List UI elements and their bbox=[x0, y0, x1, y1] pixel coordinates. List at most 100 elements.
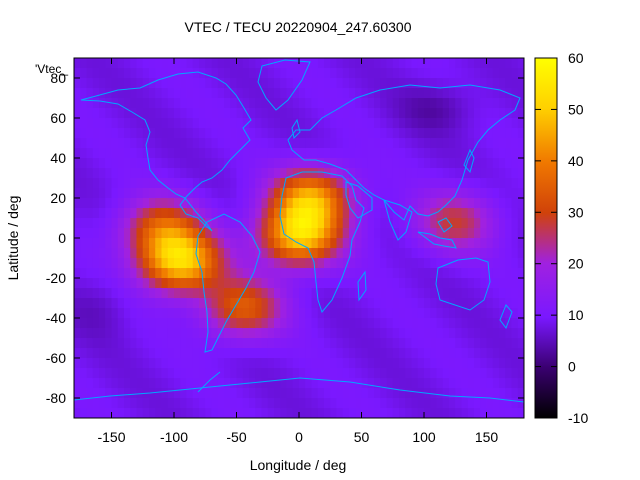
heat-cell bbox=[305, 58, 313, 69]
heat-cell bbox=[324, 58, 331, 69]
heat-cell bbox=[480, 288, 488, 299]
heat-cell bbox=[424, 218, 431, 229]
heat-cell bbox=[330, 278, 338, 289]
heat-cell bbox=[255, 148, 263, 159]
heat-cell bbox=[449, 368, 456, 379]
heat-cell bbox=[149, 258, 156, 269]
heat-cell bbox=[236, 238, 244, 249]
heat-cell bbox=[386, 78, 394, 89]
heat-cell bbox=[236, 308, 244, 319]
heat-cell bbox=[149, 78, 156, 89]
heat-cell bbox=[274, 128, 281, 139]
heat-cell bbox=[480, 248, 488, 259]
heat-cell bbox=[499, 198, 506, 209]
heat-cell bbox=[342, 358, 350, 369]
heat-cell bbox=[324, 198, 331, 209]
heat-cell bbox=[267, 318, 275, 329]
heat-cell bbox=[142, 348, 150, 359]
heat-cell bbox=[349, 118, 356, 129]
heat-cell bbox=[236, 158, 244, 169]
heat-cell bbox=[342, 158, 350, 169]
heat-cell bbox=[286, 278, 294, 289]
heat-cell bbox=[324, 68, 331, 79]
heat-cell bbox=[449, 58, 456, 69]
heat-cell bbox=[92, 148, 100, 159]
heat-cell bbox=[492, 158, 500, 169]
heat-cell bbox=[80, 158, 88, 169]
heat-cell bbox=[405, 338, 413, 349]
heat-cell bbox=[399, 318, 406, 329]
heat-cell bbox=[436, 278, 444, 289]
heat-cell bbox=[86, 178, 94, 189]
heat-cell bbox=[199, 178, 206, 189]
heat-cell bbox=[111, 318, 119, 329]
heat-cell bbox=[274, 268, 281, 279]
heat-cell bbox=[330, 118, 338, 129]
heat-cell bbox=[399, 278, 406, 289]
heat-cell bbox=[436, 368, 444, 379]
heat-cell bbox=[367, 228, 375, 239]
heat-cell bbox=[99, 148, 106, 159]
colorbar-tick-label: 0 bbox=[568, 359, 576, 375]
heat-cell bbox=[399, 78, 406, 89]
heat-cell bbox=[392, 108, 400, 119]
heat-cell bbox=[367, 348, 375, 359]
heat-cell bbox=[336, 58, 344, 69]
heat-cell bbox=[361, 378, 369, 389]
heat-cell bbox=[86, 208, 94, 219]
heat-cell bbox=[99, 138, 106, 149]
heat-cell bbox=[142, 108, 150, 119]
heat-cell bbox=[317, 68, 325, 79]
heat-cell bbox=[399, 368, 406, 379]
heat-cell bbox=[174, 68, 181, 79]
heat-cell bbox=[449, 208, 456, 219]
heat-cell bbox=[130, 298, 138, 309]
heat-cell bbox=[436, 338, 444, 349]
heat-cell bbox=[174, 88, 181, 99]
heat-cell bbox=[117, 368, 125, 379]
heat-cell bbox=[442, 388, 450, 399]
heat-cell bbox=[124, 128, 131, 139]
heat-cell bbox=[255, 228, 263, 239]
heat-cell bbox=[480, 308, 488, 319]
heat-cell bbox=[380, 208, 388, 219]
heat-cell bbox=[367, 408, 375, 418]
heat-cell bbox=[117, 348, 125, 359]
heat-cell bbox=[461, 178, 469, 189]
heat-cell bbox=[474, 258, 481, 269]
heat-cell bbox=[167, 318, 175, 329]
heat-cell bbox=[299, 238, 306, 249]
heat-cell bbox=[130, 98, 138, 109]
heat-cell bbox=[86, 328, 94, 339]
heat-cell bbox=[249, 268, 256, 279]
heat-cell bbox=[492, 208, 500, 219]
heat-cell bbox=[149, 228, 156, 239]
heat-cell bbox=[80, 358, 88, 369]
heat-cell bbox=[105, 148, 113, 159]
heat-cell bbox=[442, 218, 450, 229]
heat-cell bbox=[74, 168, 81, 179]
heat-cell bbox=[249, 248, 256, 259]
heat-cell bbox=[117, 278, 125, 289]
heat-cell bbox=[286, 128, 294, 139]
heat-cell bbox=[330, 268, 338, 279]
heat-cell bbox=[236, 178, 244, 189]
heat-cell bbox=[80, 168, 88, 179]
heat-cell bbox=[492, 168, 500, 179]
heat-cell bbox=[330, 198, 338, 209]
heat-cell bbox=[86, 68, 94, 79]
heat-cell bbox=[480, 328, 488, 339]
heat-cell bbox=[480, 188, 488, 199]
colorbar bbox=[534, 57, 558, 419]
heat-cell bbox=[517, 308, 524, 319]
heat-cell bbox=[505, 328, 513, 339]
heat-cell bbox=[92, 158, 100, 169]
heat-cell bbox=[386, 368, 394, 379]
heat-cell bbox=[242, 108, 250, 119]
heat-cell bbox=[505, 258, 513, 269]
heat-cell bbox=[186, 118, 194, 129]
heat-cell bbox=[417, 98, 425, 109]
heat-cell bbox=[180, 78, 188, 89]
heat-cell bbox=[186, 298, 194, 309]
heat-cell bbox=[217, 188, 225, 199]
